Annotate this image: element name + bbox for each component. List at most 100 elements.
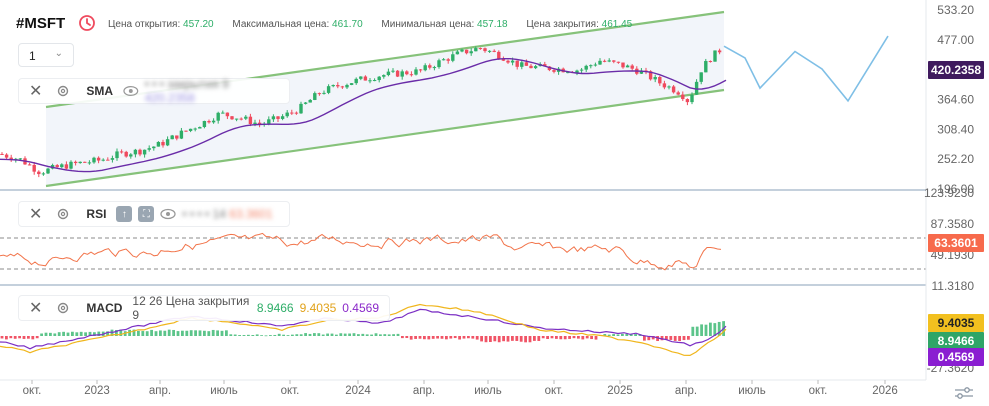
candle[interactable] bbox=[78, 161, 82, 164]
candle[interactable] bbox=[308, 98, 312, 103]
candle[interactable] bbox=[326, 84, 331, 95]
candle[interactable] bbox=[165, 136, 170, 147]
candle[interactable] bbox=[248, 113, 253, 127]
candle[interactable] bbox=[593, 62, 598, 67]
candle[interactable] bbox=[478, 47, 483, 50]
candle[interactable] bbox=[630, 64, 634, 71]
candle[interactable] bbox=[533, 64, 538, 70]
candle[interactable] bbox=[676, 90, 680, 96]
candle[interactable] bbox=[147, 145, 151, 152]
candle[interactable] bbox=[87, 160, 92, 165]
candle[interactable] bbox=[441, 58, 446, 61]
candle[interactable] bbox=[552, 69, 556, 74]
candle[interactable] bbox=[124, 150, 128, 158]
interval-select[interactable]: 1 ⌄ bbox=[18, 43, 74, 67]
candle[interactable] bbox=[690, 92, 694, 105]
candle[interactable] bbox=[492, 49, 496, 53]
candle[interactable] bbox=[317, 92, 322, 96]
candle[interactable] bbox=[133, 148, 138, 158]
candle[interactable] bbox=[386, 68, 391, 77]
candle[interactable] bbox=[161, 139, 165, 148]
candle[interactable] bbox=[179, 127, 184, 140]
candle[interactable] bbox=[363, 75, 368, 81]
candle[interactable] bbox=[451, 51, 455, 63]
candle[interactable] bbox=[340, 85, 345, 89]
candle[interactable] bbox=[257, 119, 262, 128]
candle[interactable] bbox=[152, 146, 156, 151]
candle[interactable] bbox=[704, 58, 708, 73]
candle[interactable] bbox=[207, 119, 211, 124]
candle[interactable] bbox=[299, 101, 303, 114]
candle[interactable] bbox=[115, 148, 119, 161]
candle[interactable] bbox=[349, 83, 354, 86]
candle[interactable] bbox=[46, 167, 50, 174]
candle[interactable] bbox=[699, 72, 703, 85]
candle[interactable] bbox=[69, 160, 73, 170]
candle[interactable] bbox=[322, 90, 326, 95]
candle[interactable] bbox=[175, 135, 179, 141]
candle[interactable] bbox=[717, 48, 722, 55]
candle[interactable] bbox=[211, 118, 216, 124]
candle[interactable] bbox=[579, 67, 584, 74]
candle[interactable] bbox=[653, 74, 657, 83]
candle[interactable] bbox=[331, 84, 335, 88]
candle[interactable] bbox=[685, 98, 690, 106]
candle[interactable] bbox=[382, 74, 386, 79]
candle[interactable] bbox=[506, 59, 510, 64]
forecast-line[interactable] bbox=[723, 35, 889, 103]
candle[interactable] bbox=[455, 50, 460, 55]
candle[interactable] bbox=[156, 141, 161, 147]
expand-icon[interactable]: ⛶ bbox=[138, 206, 155, 222]
candle[interactable] bbox=[280, 114, 285, 121]
close-icon[interactable]: ✕ bbox=[29, 300, 43, 317]
candle[interactable] bbox=[0, 152, 4, 155]
candle[interactable] bbox=[41, 172, 46, 176]
candle[interactable] bbox=[667, 85, 671, 90]
candle[interactable] bbox=[313, 91, 317, 101]
candle[interactable] bbox=[520, 59, 524, 70]
candle[interactable] bbox=[27, 162, 32, 166]
candle[interactable] bbox=[106, 157, 110, 161]
candle[interactable] bbox=[460, 48, 464, 53]
candle[interactable] bbox=[142, 149, 147, 158]
candle[interactable] bbox=[73, 160, 78, 166]
candle[interactable] bbox=[395, 70, 400, 78]
candle[interactable] bbox=[372, 78, 377, 82]
candle[interactable] bbox=[437, 58, 441, 69]
candle[interactable] bbox=[671, 85, 676, 94]
candle[interactable] bbox=[589, 64, 593, 69]
candle[interactable] bbox=[4, 153, 9, 160]
candle[interactable] bbox=[625, 64, 630, 68]
candle[interactable] bbox=[446, 58, 450, 64]
candle[interactable] bbox=[170, 134, 174, 140]
candle[interactable] bbox=[368, 77, 372, 84]
candle[interactable] bbox=[377, 75, 381, 83]
candle[interactable] bbox=[138, 148, 142, 157]
eye-icon[interactable] bbox=[160, 208, 177, 220]
channel-lower-line[interactable] bbox=[45, 88, 725, 188]
candle[interactable] bbox=[198, 126, 202, 129]
candle[interactable] bbox=[64, 161, 69, 170]
candle[interactable] bbox=[713, 50, 717, 62]
gear-icon[interactable] bbox=[56, 84, 70, 98]
candle[interactable] bbox=[345, 83, 349, 90]
candle[interactable] bbox=[119, 149, 124, 154]
candle[interactable] bbox=[234, 118, 239, 122]
candle[interactable] bbox=[529, 63, 533, 69]
gear-icon[interactable] bbox=[56, 207, 70, 221]
candle[interactable] bbox=[285, 110, 289, 118]
candle[interactable] bbox=[428, 63, 432, 70]
candle[interactable] bbox=[483, 47, 487, 53]
candle[interactable] bbox=[400, 69, 404, 80]
candle[interactable] bbox=[598, 58, 602, 65]
candle[interactable] bbox=[193, 127, 197, 132]
gear-icon[interactable] bbox=[56, 301, 70, 315]
ticker-symbol[interactable]: #MSFT bbox=[16, 15, 66, 32]
candle[interactable] bbox=[96, 156, 101, 164]
macd-legend[interactable]: ✕ MACD 12 26 Цена закрытия 9 8.9466 9.40… bbox=[18, 294, 390, 322]
candle[interactable] bbox=[469, 48, 473, 56]
candle[interactable] bbox=[487, 50, 492, 53]
candle[interactable] bbox=[60, 163, 64, 169]
candle[interactable] bbox=[423, 63, 427, 72]
